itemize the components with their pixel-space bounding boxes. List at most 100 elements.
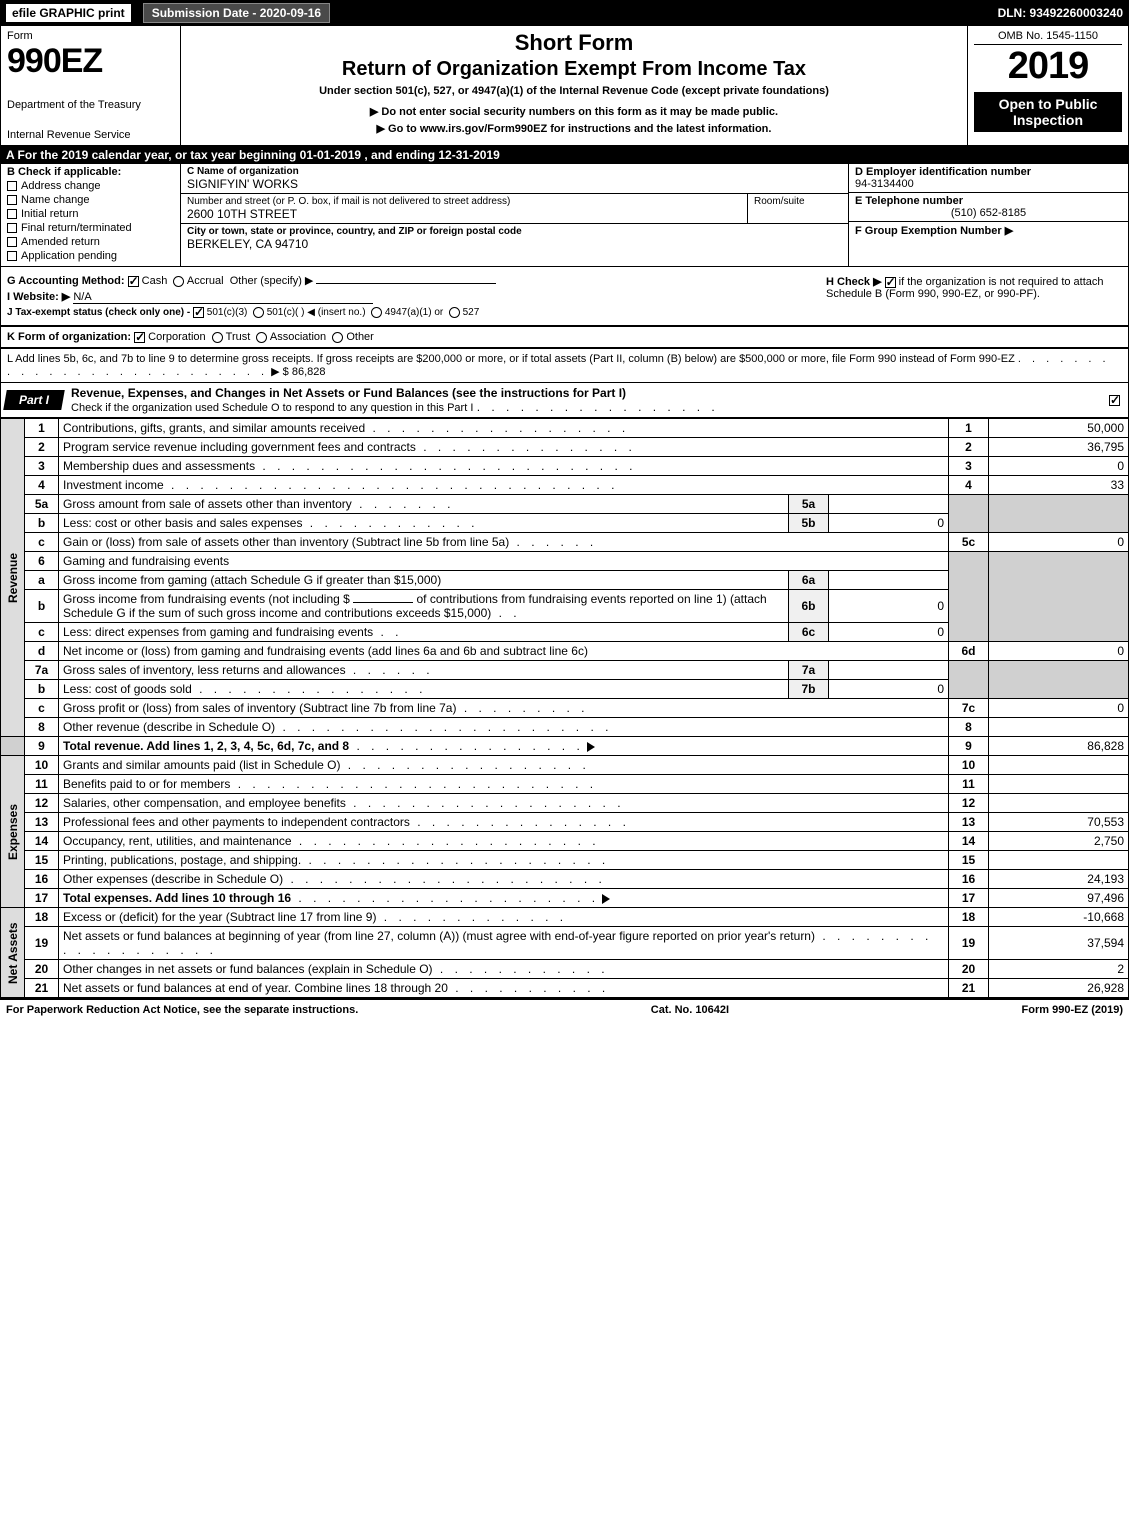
line-7a-num: 7a (25, 661, 59, 680)
line-4-desc: Investment income (63, 478, 164, 492)
chk-address-change[interactable] (7, 181, 17, 191)
line-6b-desc1: Gross income from fundraising events (no… (63, 592, 350, 606)
line-1-desc: Contributions, gifts, grants, and simila… (63, 421, 365, 435)
line-7c-desc: Gross profit or (loss) from sales of inv… (63, 701, 456, 715)
chk-accrual[interactable] (173, 276, 184, 287)
line-10-desc: Grants and similar amounts paid (list in… (63, 758, 340, 772)
line-6b-num: b (25, 590, 59, 623)
chk-4947[interactable] (371, 307, 382, 318)
page-footer: For Paperwork Reduction Act Notice, see … (0, 998, 1129, 1020)
line-11-num: 11 (25, 775, 59, 794)
submission-date: Submission Date - 2020-09-16 (143, 3, 330, 23)
header-right: OMB No. 1545-1150 2019 Open to Public In… (968, 26, 1128, 145)
chk-cash[interactable] (128, 276, 139, 287)
row-j: J Tax-exempt status (check only one) - 5… (7, 307, 1122, 318)
open-to-public: Open to Public Inspection (974, 92, 1122, 132)
box-h: H Check ▶ if the organization is not req… (822, 271, 1122, 304)
phone-label: E Telephone number (855, 195, 1122, 207)
line-7b-desc: Less: cost of goods sold (63, 682, 192, 696)
ein-value: 94-3134400 (855, 178, 1122, 190)
line-4-amt: 33 (989, 476, 1129, 495)
part1-tab: Part I (3, 390, 65, 410)
line-6-desc: Gaming and fundraising events (59, 552, 949, 571)
chk-501c3[interactable] (193, 307, 204, 318)
line-5c-desc: Gain or (loss) from sale of assets other… (63, 535, 509, 549)
line-20-amt: 2 (989, 960, 1129, 979)
line-13-amt: 70,553 (989, 813, 1129, 832)
line-8-num: 8 (25, 718, 59, 737)
line-1-amt: 50,000 (989, 419, 1129, 438)
info-block: B Check if applicable: Address change Na… (0, 164, 1129, 267)
lbl-insert-no: ◀ (insert no.) (307, 307, 365, 318)
goto-link[interactable]: ▶ Go to www.irs.gov/Form990EZ for instru… (189, 122, 959, 135)
line-17-num: 17 (25, 889, 59, 908)
lbl-501c: 501(c)( ) (267, 307, 305, 318)
line-8-box: 8 (949, 718, 989, 737)
chk-final-return[interactable] (7, 223, 17, 233)
line-21-box: 21 (949, 979, 989, 998)
line-9-amt: 86,828 (989, 737, 1129, 756)
line-14-amt: 2,750 (989, 832, 1129, 851)
line-10-box: 10 (949, 756, 989, 775)
line-7c-box: 7c (949, 699, 989, 718)
chk-corporation[interactable] (134, 332, 145, 343)
lbl-initial-return: Initial return (21, 208, 78, 220)
j-label: J Tax-exempt status (check only one) - (7, 307, 190, 318)
line-5b-subval: 0 (829, 514, 949, 533)
line-7c-num: c (25, 699, 59, 718)
h-label: H Check ▶ (826, 276, 882, 288)
row-l: L Add lines 5b, 6c, and 7b to line 9 to … (0, 348, 1129, 383)
line-2-desc: Program service revenue including govern… (63, 440, 416, 454)
line-7b-num: b (25, 680, 59, 699)
chk-amended-return[interactable] (7, 237, 17, 247)
line-5b-num: b (25, 514, 59, 533)
city-label: City or town, state or province, country… (187, 226, 842, 237)
chk-501c[interactable] (253, 307, 264, 318)
line-9-box: 9 (949, 737, 989, 756)
box-c: C Name of organization SIGNIFYIN' WORKS … (181, 164, 848, 266)
line-21-amt: 26,928 (989, 979, 1129, 998)
chk-trust[interactable] (212, 332, 223, 343)
line-12-desc: Salaries, other compensation, and employ… (63, 796, 346, 810)
chk-other-org[interactable] (332, 332, 343, 343)
line-17-desc: Total expenses. Add lines 10 through 16 (63, 891, 291, 905)
line-20-box: 20 (949, 960, 989, 979)
topbar: efile GRAPHIC print Submission Date - 20… (0, 0, 1129, 26)
efile-print[interactable]: efile GRAPHIC print (6, 4, 131, 22)
line-16-amt: 24,193 (989, 870, 1129, 889)
line-18-desc: Excess or (deficit) for the year (Subtra… (63, 910, 376, 924)
line-1-num: 1 (25, 419, 59, 438)
line-10-num: 10 (25, 756, 59, 775)
ssn-note: ▶ Do not enter social security numbers o… (189, 105, 959, 118)
chk-application-pending[interactable] (7, 251, 17, 261)
k-label: K Form of organization: (7, 331, 131, 343)
line-11-desc: Benefits paid to or for members (63, 777, 230, 791)
line-12-num: 12 (25, 794, 59, 813)
line-5c-amt: 0 (989, 533, 1129, 552)
lbl-4947: 4947(a)(1) or (385, 307, 443, 318)
line-15-num: 15 (25, 851, 59, 870)
line-2-box: 2 (949, 438, 989, 457)
chk-527[interactable] (449, 307, 460, 318)
form-header: Form 990EZ Department of the Treasury In… (0, 26, 1129, 146)
line-7c-amt: 0 (989, 699, 1129, 718)
part1-title: Revenue, Expenses, and Changes in Net As… (63, 383, 1109, 417)
ein-label: D Employer identification number (855, 166, 1122, 178)
lbl-final-return: Final return/terminated (21, 222, 132, 234)
lbl-application-pending: Application pending (21, 250, 117, 262)
line-9-num: 9 (25, 737, 59, 756)
line-19-num: 19 (25, 927, 59, 960)
dept-irs: Internal Revenue Service (7, 129, 174, 141)
line-6b-sub: 6b (789, 590, 829, 623)
line-15-amt (989, 851, 1129, 870)
line-12-box: 12 (949, 794, 989, 813)
line-17-amt: 97,496 (989, 889, 1129, 908)
chk-name-change[interactable] (7, 195, 17, 205)
chk-initial-return[interactable] (7, 209, 17, 219)
chk-schedule-b-not-required[interactable] (885, 277, 896, 288)
line-7a-desc: Gross sales of inventory, less returns a… (63, 663, 346, 677)
chk-association[interactable] (256, 332, 267, 343)
chk-schedule-o-used[interactable] (1109, 395, 1120, 406)
line-6d-num: d (25, 642, 59, 661)
line-6c-subval: 0 (829, 623, 949, 642)
